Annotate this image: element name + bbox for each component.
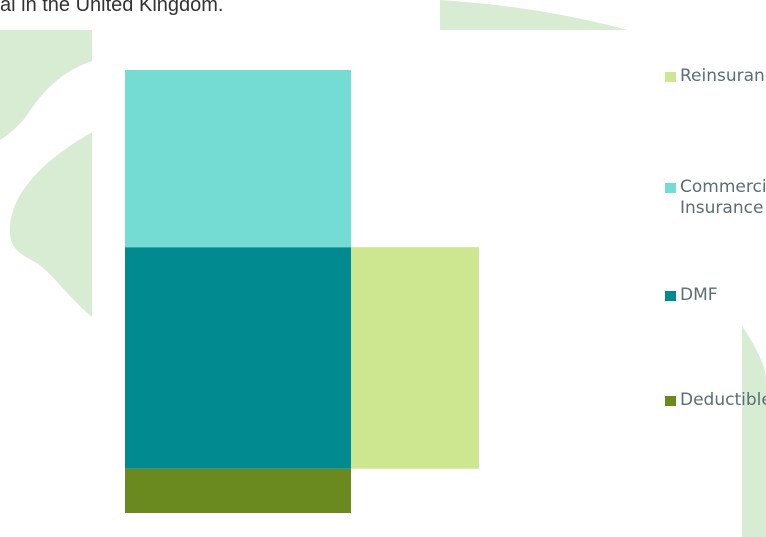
page-body-text: al in the United Kingdom. [0,0,224,16]
legend-item-dmf: DMF [665,285,718,306]
legend-swatch-deductible [665,396,676,406]
leaf-shape-top-right [440,0,690,50]
legend-swatch-dmf [665,291,676,301]
bar-segment-deductible [125,468,351,513]
legend-swatch-commercial-insurance [665,183,676,193]
legend-label-deductible: Deductible [680,390,766,410]
legend-swatch-reinsurance [665,72,676,82]
legend-label-dmf: DMF [680,285,718,305]
leaf-shape-top [0,30,96,140]
legend-item-commercial-insurance: Commercial Insurance [665,177,766,219]
leaf-shape-right [738,320,766,537]
bar-segment-commercial-insurance [125,70,351,248]
legend-label-commercial-insurance: Commercial Insurance [680,177,766,218]
legend-label-reinsurance: Reinsurance [680,66,766,86]
legend-item-reinsurance: Reinsurance [665,66,766,87]
legend-item-deductible: Deductible [665,390,766,411]
leaf-shape-middle [10,130,96,320]
chart-container: Reinsurance Commercial Insurance DMF Ded… [92,30,766,537]
bar-segment-dmf [125,247,351,469]
stacked-bar-chart [125,70,479,513]
bar-segment-reinsurance [351,247,479,469]
